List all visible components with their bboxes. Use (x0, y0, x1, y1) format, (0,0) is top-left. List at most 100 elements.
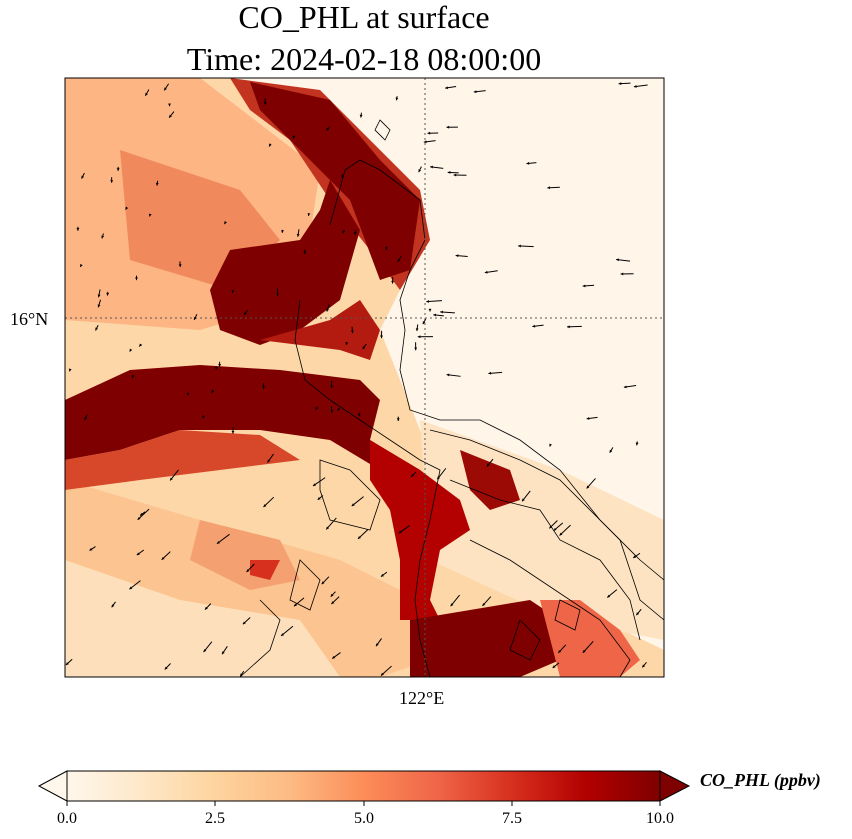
wind-arrow-head (376, 643, 379, 647)
wind-arrow-head (178, 264, 182, 267)
wind-arrow-head (567, 325, 570, 329)
wind-arrow-head (332, 655, 336, 659)
wind-arrow-head (203, 649, 207, 653)
wind-arrow-head (484, 270, 488, 274)
wind-arrow-head (240, 673, 243, 677)
wind-arrow-head (110, 180, 114, 183)
wind-arrow-head (446, 125, 450, 129)
wind-arrow-head (242, 621, 246, 625)
wind-arrow-head (558, 649, 562, 653)
wind-arrow-head (326, 526, 330, 530)
colorbar-extend-min (37, 770, 68, 802)
wind-arrow-head (586, 485, 590, 489)
wind-arrow-head (111, 604, 115, 608)
wind-arrow-head (549, 525, 553, 529)
wind-arrow-head (307, 212, 311, 216)
wind-arrow-head (395, 97, 399, 101)
title-line-2: Time: 2024-02-18 08:00:00 (186, 41, 542, 77)
wind-arrow-head (398, 530, 402, 534)
wind-arrow-head (303, 251, 307, 255)
wind-arrow-head (553, 527, 557, 531)
wind-arrow-head (418, 169, 422, 173)
wind-arrow-head (81, 175, 85, 179)
wind-arrow-head (330, 410, 334, 413)
wind-vectors (65, 82, 648, 677)
wind-arrow-head (423, 140, 427, 144)
wind-arrow-head (635, 442, 639, 446)
wind-arrow-head (331, 601, 335, 604)
wind-arrow-head (357, 536, 361, 539)
wind-arrow-head (202, 415, 206, 419)
wind-arrow-head (281, 633, 285, 636)
wind-arrow-head (131, 375, 135, 379)
wind-arrow-head (216, 540, 220, 544)
wind-arrow-head (137, 516, 141, 520)
wind-arrow-head (415, 328, 419, 332)
wind-arrow-head (211, 390, 215, 394)
colorbar-extend-max (659, 770, 691, 802)
wind-arrow-head (193, 316, 197, 320)
wind-arrow-head (97, 294, 101, 298)
wind-arrow-head (633, 84, 637, 88)
wind-arrow-head (263, 504, 267, 507)
wind-arrow-head (411, 473, 414, 477)
wind-arrow-head (549, 443, 552, 447)
wind-arrow-head (437, 476, 441, 480)
wind-arrow-head (281, 230, 284, 233)
wind-arrow-head (417, 335, 421, 339)
wind-arrow-head (169, 114, 172, 118)
wind-arrow-head (276, 293, 280, 297)
wind-arrow-head (148, 213, 152, 217)
wind-arrow-head (246, 569, 250, 573)
colorbar-tick-0: 0.0 (57, 810, 77, 827)
wind-arrow-head (76, 228, 80, 231)
colorbar-tick-1: 2.5 (205, 810, 225, 827)
wind-arrow-head (453, 173, 457, 177)
wind-arrow-head (522, 498, 525, 502)
wind-arrow-head (623, 385, 627, 389)
wind-arrow-head (385, 247, 388, 250)
wind-arrow-head (428, 308, 432, 312)
wind-arrow-head (145, 92, 148, 96)
map-plot (64, 77, 665, 678)
co-field (65, 78, 664, 677)
wind-arrow-head (642, 664, 646, 668)
wind-arrow-head (486, 463, 490, 467)
wind-arrow-head (168, 103, 171, 107)
wind-arrow-head (618, 82, 622, 86)
wind-arrow-head (396, 418, 400, 421)
wind-arrow-head (269, 143, 272, 147)
wind-arrow-head (155, 182, 159, 186)
wind-arrow-head (139, 343, 143, 347)
wind-arrow-head (262, 386, 265, 389)
wind-arrow-head (164, 87, 167, 91)
wind-arrow-head (380, 335, 383, 339)
wind-arrow-head (446, 373, 450, 377)
wind-arrow-head (296, 233, 300, 237)
wind-arrow-head (164, 666, 168, 670)
wind-arrow-head (397, 258, 401, 262)
wind-arrow-head (559, 532, 563, 536)
wind-arrow-head (445, 86, 448, 90)
wind-arrow-head (616, 258, 619, 262)
wind-arrow-head (526, 161, 530, 165)
wind-arrow-head (186, 392, 190, 396)
wind-arrow-head (116, 168, 120, 171)
wind-arrow-head (426, 300, 430, 303)
colorbar-tick-3: 7.5 (502, 810, 522, 827)
wind-arrow-head (95, 327, 98, 331)
lon-tick-label: 122°E (399, 688, 445, 708)
wind-arrow-head (129, 348, 133, 352)
wind-arrow-head (214, 367, 218, 370)
wind-arrow-head (391, 280, 395, 284)
wind-arrow-head (620, 272, 624, 276)
wind-arrow-head (129, 586, 133, 590)
wind-arrow-head (106, 292, 110, 296)
wind-arrow-head (351, 503, 355, 507)
wind-arrow-head (433, 313, 437, 317)
wind-arrow-head (488, 371, 492, 375)
wind-arrow-head (450, 603, 454, 607)
wind-arrow-head (586, 416, 590, 420)
wind-arrow-head (532, 324, 536, 328)
wind-arrow-head (80, 263, 83, 267)
